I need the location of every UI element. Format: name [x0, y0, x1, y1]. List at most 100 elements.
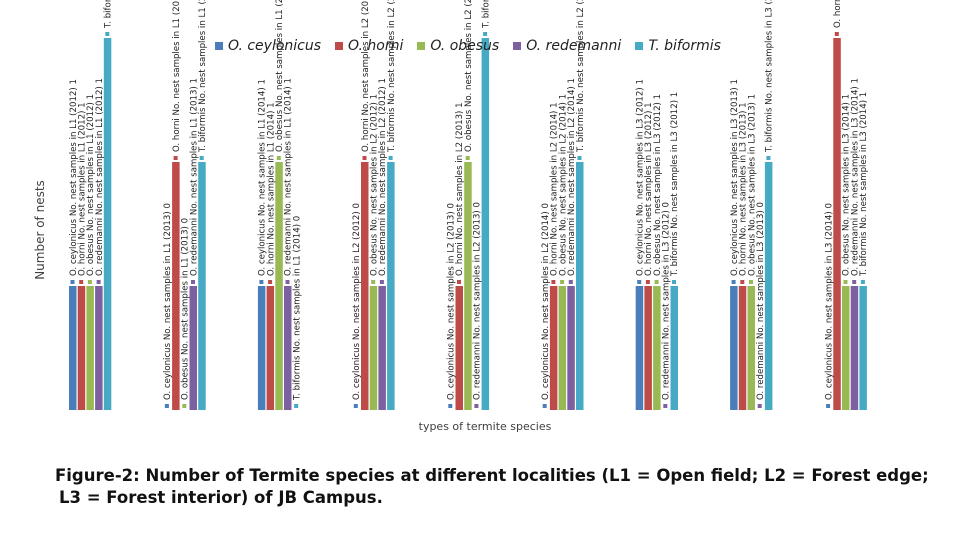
data-label-l1-2014-o-ceylonicus: O. ceylonicus No. nest samples in L1 (20… [258, 79, 268, 276]
legend-item-t-biformis: T. biformis [635, 38, 721, 54]
label-key-l2-2014-o-redemanni [568, 280, 573, 284]
caption-line-1: Figure-2: Number of Termite species at d… [55, 466, 929, 485]
bar-l3-2012-o-ceylonicus [635, 286, 644, 410]
legend-item-o-ceylonicus: O. ceylonicus [215, 38, 321, 54]
label-key-l2-2012-t-biformis [388, 156, 393, 160]
data-label-l3-2012-o-ceylonicus: O. ceylonicus No. nest samples in L3 (20… [635, 79, 645, 276]
data-label-l3-2014-o-obesus: O. obesus No. nest samples in L3 (2014) … [842, 94, 852, 276]
bar-l3-2013-o-horni [738, 286, 747, 410]
legend-swatch-o-obesus [417, 42, 426, 50]
data-label-l2-2013-o-redemanni: O. redemanni No. nest samples in L2 (201… [473, 202, 483, 400]
label-key-l2-2012-o-redemanni [379, 280, 384, 284]
data-label-l2-2013-t-biformis: T. biformis No. nest samples in L2 (2013… [481, 0, 491, 29]
bar-l1-2013-o-horni [172, 162, 180, 410]
data-label-l3-2013-o-redemanni: O. redemanni No. nest samples in L3 (201… [756, 202, 766, 400]
data-label-l2-2012-o-redemanni: O. redemanni No. nest samples in L2 (201… [378, 78, 388, 276]
label-key-l2-2012-o-ceylonicus [353, 404, 358, 408]
figure-caption: Figure-2: Number of Termite species at d… [55, 465, 945, 509]
data-label-l3-2014-o-redemanni: O. redemanni No. nest samples in L3 (201… [850, 78, 860, 276]
label-key-l1-2012-t-biformis [105, 32, 110, 36]
label-key-l3-2012-o-horni [645, 280, 650, 284]
y-axis-title: Number of nests [33, 180, 47, 280]
label-key-l3-2014-o-redemanni [852, 280, 857, 284]
bar-l2-2012-t-biformis [387, 162, 395, 410]
label-key-l3-2013-o-ceylonicus [731, 280, 736, 284]
data-label-l3-2014-o-horni: O. horni No. nest samples in L3 (2014) 3 [833, 0, 843, 28]
legend-label-o-obesus: O. obesus [430, 38, 500, 54]
data-label-l2-2014-o-ceylonicus: O. ceylonicus No. nest samples in L2 (20… [541, 203, 551, 400]
bar-l3-2012-o-obesus [653, 286, 661, 410]
legend-swatch-o-redemanni [513, 42, 522, 50]
data-label-l1-2013-t-biformis: T. biformis No. nest samples in L1 (2013… [198, 0, 208, 153]
bar-chart: O. ceylonicus No. nest samples in L1 (20… [69, 0, 869, 410]
label-key-l1-2012-o-horni [79, 280, 84, 284]
data-label-l2-2013-o-obesus: O. obesus No. nest samples in L2 (2013) … [464, 0, 474, 152]
data-label-l2-2012-t-biformis: T. biformis No. nest samples in L2 (2012… [387, 0, 397, 153]
legend-item-o-horni: O. horni [335, 38, 403, 54]
label-key-l1-2014-t-biformis [294, 404, 299, 408]
label-key-l3-2012-t-biformis [672, 280, 676, 284]
bar-l1-2012-o-horni [77, 286, 86, 410]
label-key-l1-2012-o-redemanni [96, 280, 101, 284]
label-key-l1-2014-o-ceylonicus [259, 280, 264, 284]
label-key-l1-2013-o-horni [173, 156, 178, 160]
data-label-l3-2012-o-redemanni: O. redemanni No. nest samples in L3 (201… [662, 202, 672, 400]
data-label-l1-2013-o-ceylonicus: O. ceylonicus No. nest samples in L1 (20… [163, 203, 173, 400]
legend-item-o-obesus: O. obesus [417, 38, 499, 54]
bar-l3-2013-o-obesus [747, 286, 755, 410]
data-label-l2-2012-o-obesus: O. obesus No. nest samples in L2 (2012) … [370, 94, 380, 276]
label-key-l2-2013-o-obesus [465, 156, 470, 160]
legend-swatch-o-horni [335, 42, 344, 50]
data-label-l3-2012-t-biformis: T. biformis No. nest samples in L3 (2012… [670, 92, 680, 277]
bar-l1-2014-o-obesus [275, 162, 283, 410]
bars-layer [69, 38, 867, 410]
bar-l1-2014-o-ceylonicus [257, 286, 266, 410]
bar-l2-2014-o-obesus [558, 286, 567, 410]
label-key-l3-2012-o-obesus [654, 280, 659, 284]
data-label-l1-2012-o-horni: O. horni No. nest samples in L1 (2012) 1 [78, 102, 88, 276]
label-key-l1-2012-o-obesus [87, 280, 92, 284]
bar-l1-2014-o-horni [266, 286, 275, 410]
caption-line-2: L3 = Forest interior) of JB Campus. [59, 488, 383, 507]
legend-swatch-t-biformis [635, 42, 644, 50]
label-key-l2-2012-o-obesus [371, 280, 376, 284]
bar-l3-2012-t-biformis [670, 286, 678, 410]
bar-l1-2014-o-redemanni [284, 286, 292, 410]
data-label-l3-2012-o-horni: O. horni No. nest samples in L3 (2012) 1 [644, 102, 654, 276]
data-label-l1-2014-o-redemanni: O. redemanni No. nest samples in L1 (201… [284, 78, 294, 276]
data-labels-layer: O. ceylonicus No. nest samples in L1 (20… [69, 0, 869, 408]
bar-l1-2012-o-obesus [86, 286, 94, 410]
label-key-l1-2014-o-obesus [276, 156, 281, 160]
label-key-l3-2013-o-obesus [749, 280, 753, 284]
data-label-l3-2014-o-ceylonicus: O. ceylonicus No. nest samples in L3 (20… [824, 203, 834, 400]
data-label-l1-2012-o-redemanni: O. redemanni No. nest samples in L1 (201… [95, 78, 105, 276]
label-key-l3-2012-o-redemanni [663, 404, 668, 408]
label-key-l1-2013-o-redemanni [191, 280, 195, 284]
data-label-l1-2012-o-ceylonicus: O. ceylonicus No. nest samples in L1 (20… [69, 79, 79, 276]
label-key-l2-2014-t-biformis [577, 156, 582, 160]
data-label-l2-2014-o-redemanni: O. redemanni No. nest samples in L2 (201… [567, 78, 577, 276]
data-label-l2-2014-t-biformis: T. biformis No. nest samples in L2 (2014… [576, 0, 586, 153]
label-key-l2-2013-o-redemanni [474, 404, 479, 408]
bar-l2-2014-o-redemanni [567, 286, 575, 410]
bar-l2-2013-o-obesus [464, 162, 472, 410]
label-key-l2-2014-o-horni [551, 280, 556, 284]
data-label-l1-2013-o-redemanni: O. redemanni No. nest samples in L1 (201… [189, 78, 199, 276]
legend-label-o-ceylonicus: O. ceylonicus [228, 38, 322, 54]
x-axis-title: types of termite species [418, 420, 552, 433]
label-key-l1-2013-t-biformis [199, 156, 204, 160]
legend-item-o-redemanni: O. redemanni [513, 38, 621, 54]
bar-l3-2014-t-biformis [859, 286, 867, 410]
bar-l1-2013-o-redemanni [189, 286, 197, 410]
data-label-l3-2013-o-ceylonicus: O. ceylonicus No. nest samples in L3 (20… [730, 79, 740, 276]
data-label-l3-2013-t-biformis: T. biformis No. nest samples in L3 (2013… [765, 0, 775, 153]
label-key-l1-2014-o-horni [268, 280, 273, 284]
label-key-l3-2013-o-redemanni [757, 404, 762, 408]
data-label-l1-2013-o-obesus: O. obesus No. nest samples in L1 (2013) … [181, 218, 191, 400]
label-key-l3-2013-t-biformis [766, 156, 771, 160]
data-label-l1-2014-o-horni: O. horni No. nest samples in L1 (2014) 1 [266, 102, 276, 276]
bar-l2-2013-o-horni [455, 286, 463, 410]
bar-l2-2012-o-redemanni [378, 286, 386, 410]
bar-l2-2014-o-horni [549, 286, 558, 410]
label-key-l2-2013-o-horni [457, 280, 461, 284]
